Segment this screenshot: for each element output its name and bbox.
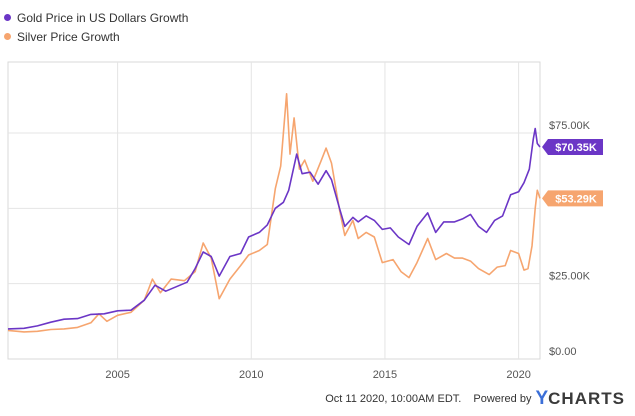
y-tick-label: $75.00K xyxy=(549,120,591,132)
series-layer xyxy=(7,93,541,333)
x-tick-label: 2005 xyxy=(105,369,129,381)
end-label-tag xyxy=(542,139,603,156)
end-labels: $70.35K $53.29K xyxy=(542,139,603,207)
legend-swatch-silver xyxy=(4,33,11,40)
x-axis: 2005 2010 2015 2020 xyxy=(105,369,530,381)
gold-end-label: $70.35K xyxy=(542,139,603,156)
x-tick-label: 2020 xyxy=(506,369,530,381)
timestamp: Oct 11 2020, 10:00AM EDT. xyxy=(325,393,462,405)
x-tick-label: 2015 xyxy=(373,369,397,381)
legend-item-gold[interactable]: Gold Price in US Dollars Growth xyxy=(4,8,188,27)
end-label-text: $53.29K xyxy=(555,193,597,205)
y-tick-label: $0.00 xyxy=(549,346,577,358)
chart-footer: Oct 11 2020, 10:00AM EDT. Powered by Y C… xyxy=(325,388,625,410)
plot-frame xyxy=(7,61,541,360)
x-tick-label: 2010 xyxy=(239,369,263,381)
gridlines xyxy=(8,62,540,359)
end-label-tag xyxy=(542,190,603,207)
ycharts-logo[interactable]: Y CHARTS xyxy=(535,388,625,410)
y-tick-label: $25.00K xyxy=(549,271,591,283)
legend-label-silver: Silver Price Growth xyxy=(17,29,120,44)
legend-item-silver[interactable]: Silver Price Growth xyxy=(4,27,188,46)
gold-series-line xyxy=(7,127,541,330)
silver-series-line xyxy=(7,93,541,333)
legend-label-gold: Gold Price in US Dollars Growth xyxy=(17,10,189,25)
end-label-text: $70.35K xyxy=(555,142,597,154)
brand-y: Y xyxy=(535,388,549,409)
y-axis: $0.00 $25.00K $75.00K xyxy=(549,120,591,358)
powered-by-label: Powered by xyxy=(473,393,532,405)
chart-legend: Gold Price in US Dollars Growth Silver P… xyxy=(4,8,188,46)
silver-end-label: $53.29K xyxy=(542,190,603,207)
legend-swatch-gold xyxy=(4,14,11,21)
brand-rest: CHARTS xyxy=(548,389,625,408)
